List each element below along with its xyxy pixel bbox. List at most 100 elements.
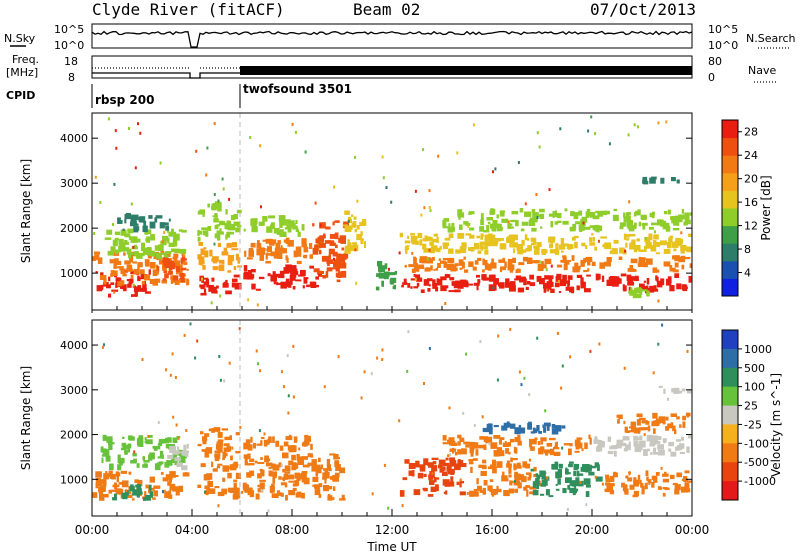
heatmap-cell xyxy=(445,490,448,495)
heatmap-cell xyxy=(152,269,158,277)
heatmap-cell xyxy=(218,220,223,226)
heatmap-cell xyxy=(652,435,658,442)
heatmap-cell xyxy=(155,215,163,219)
heatmap-cell xyxy=(473,488,477,496)
heatmap-cell xyxy=(556,213,562,219)
heatmap-cell xyxy=(233,479,238,483)
heatmap-cell xyxy=(681,388,686,392)
heatmap-cell xyxy=(461,242,467,249)
heatmap-cell xyxy=(548,279,552,287)
heatmap-cell xyxy=(587,268,590,272)
heatmap-cell xyxy=(518,424,522,428)
heatmap-cell xyxy=(260,437,265,440)
heatmap-cell xyxy=(268,467,272,470)
heatmap-cell xyxy=(321,255,329,262)
heatmap-cell xyxy=(407,283,411,288)
heatmap-cell xyxy=(144,291,151,294)
heatmap-cell xyxy=(482,459,487,464)
heatmap-cell xyxy=(287,227,292,233)
heatmap-cell xyxy=(178,229,183,232)
heatmap-cell xyxy=(488,239,492,244)
heatmap-cell xyxy=(185,450,189,457)
heatmap-cell xyxy=(628,200,631,204)
cpid-segment-rbsp: rbsp 200 xyxy=(95,93,154,107)
heatmap-cell xyxy=(463,221,469,225)
heatmap-cell xyxy=(106,229,113,235)
heatmap-cell xyxy=(582,221,585,225)
heatmap-cell xyxy=(244,489,251,493)
heatmap-cell xyxy=(180,259,184,264)
heatmap-cell xyxy=(356,199,359,203)
heatmap-cell xyxy=(567,279,570,286)
heatmap-cell xyxy=(532,481,537,488)
heatmap-cell xyxy=(232,278,238,283)
heatmap-cell xyxy=(529,274,534,280)
heatmap-cell xyxy=(413,256,416,259)
heatmap-cell xyxy=(591,261,596,267)
heatmap-cell xyxy=(561,425,566,429)
heatmap-cell xyxy=(334,261,341,268)
heatmap-cell xyxy=(414,189,417,193)
heatmap-cell xyxy=(576,265,581,270)
heatmap-cell xyxy=(331,267,338,270)
heatmap-cell xyxy=(162,235,168,241)
heatmap-cell xyxy=(559,279,567,287)
heatmap-cell xyxy=(482,259,488,266)
heatmap-cell xyxy=(448,248,454,254)
heatmap-cell xyxy=(139,440,144,447)
heatmap-cell xyxy=(342,224,348,227)
heatmap-cell xyxy=(428,347,431,350)
heatmap-cell xyxy=(427,462,434,467)
heatmap-cell xyxy=(584,442,588,450)
freq-strip: Freq. [MHz] 18 8 80 0 Nave xyxy=(6,53,776,84)
heatmap-cell xyxy=(609,446,616,450)
heatmap-cell xyxy=(98,285,103,290)
heatmap-cell xyxy=(318,457,321,462)
heatmap-cell xyxy=(622,436,630,441)
heatmap-cell xyxy=(539,277,545,285)
heatmap-cell xyxy=(167,237,170,244)
heatmap-cell xyxy=(629,484,635,490)
heatmap-cell xyxy=(217,463,223,466)
heatmap-cell xyxy=(267,253,273,256)
heatmap-cell xyxy=(376,356,379,360)
heatmap-cell xyxy=(280,245,283,250)
heatmap-cell xyxy=(292,344,295,348)
heatmap-cell xyxy=(230,455,233,461)
heatmap-cell xyxy=(108,293,112,298)
heatmap-cell xyxy=(168,271,173,275)
heatmap-cell xyxy=(684,212,690,220)
heatmap-cell xyxy=(454,263,459,267)
heatmap-cell xyxy=(259,479,266,482)
heatmap-cell xyxy=(128,251,131,259)
heatmap-cell xyxy=(284,465,291,472)
heatmap-cell xyxy=(163,230,166,234)
heatmap-cell xyxy=(576,212,579,215)
heatmap-cell xyxy=(502,257,505,262)
heatmap-cell xyxy=(432,279,436,287)
colorbar-tick-label: 8 xyxy=(744,243,751,256)
heatmap-cell xyxy=(401,504,404,508)
heatmap-cell xyxy=(94,251,101,255)
heatmap-cell xyxy=(476,478,479,485)
heatmap-cell xyxy=(529,444,533,450)
heatmap-cell xyxy=(653,428,656,434)
heatmap-cell xyxy=(403,278,407,285)
heatmap-cell xyxy=(533,466,537,472)
heatmap-cell xyxy=(646,476,649,481)
y-tick-label: 2000 xyxy=(60,429,88,442)
heatmap-cell xyxy=(218,443,222,448)
heatmap-cell xyxy=(583,270,588,273)
heatmap-cell xyxy=(548,213,553,217)
heatmap-cell xyxy=(655,440,661,444)
heatmap-cell xyxy=(513,481,520,486)
heatmap-cell xyxy=(287,394,290,398)
heatmap-cell xyxy=(624,488,629,495)
heatmap-cell xyxy=(632,494,639,498)
heatmap-cell xyxy=(627,222,632,230)
heatmap-cell xyxy=(509,327,512,331)
heatmap-cell xyxy=(246,472,252,478)
heatmap-cell xyxy=(669,235,674,239)
heatmap-cell xyxy=(157,456,164,459)
heatmap-cell xyxy=(247,453,251,460)
